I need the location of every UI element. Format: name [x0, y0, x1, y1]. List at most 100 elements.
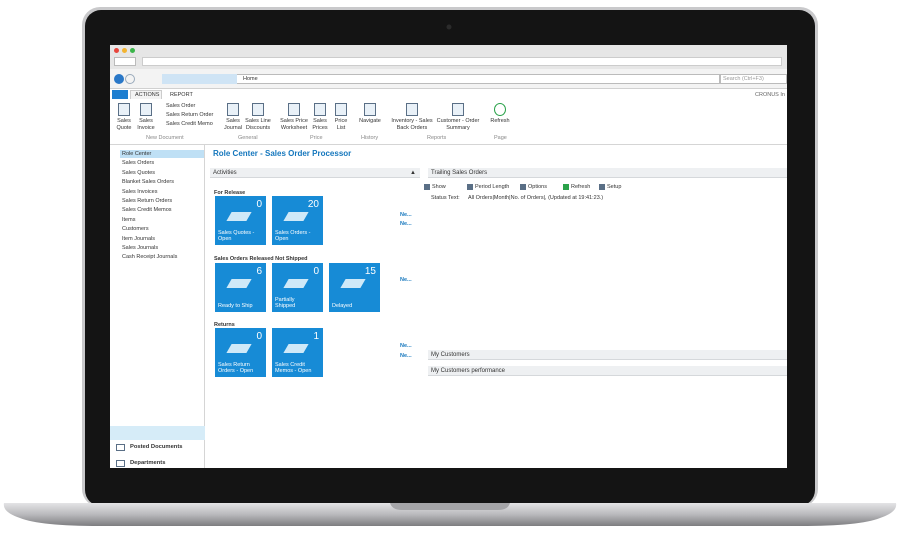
tile-count: 15	[364, 266, 376, 277]
link[interactable]: Ne...	[400, 221, 412, 227]
button-icon	[494, 103, 506, 116]
address-text: Home	[243, 76, 258, 82]
tile-count: 1	[313, 331, 319, 342]
nav-section[interactable]: Departments	[130, 460, 166, 466]
search-field[interactable]	[720, 74, 787, 84]
group-label: Sales Orders Released Not Shipped	[214, 256, 308, 262]
close-dot[interactable]	[114, 48, 119, 53]
tile-label: Sales Return Orders - Open	[218, 362, 254, 374]
collapse-arrow[interactable]: ▲	[410, 170, 416, 176]
tile-label: Sales Credit Memos - Open	[275, 362, 312, 374]
toolbar-button[interactable]: Show	[432, 184, 446, 190]
charts	[110, 45, 787, 468]
nav-section[interactable]: Posted Documents	[130, 444, 183, 450]
activity-tile[interactable]: 0 Sales Return Orders - Open	[215, 328, 266, 377]
toolbar-button[interactable]: Setup	[607, 184, 622, 190]
page-title: Role Center - Sales Order Processor	[213, 149, 352, 158]
link[interactable]: Ne...	[400, 277, 412, 283]
activity-tile[interactable]: 1 Sales Credit Memos - Open	[272, 328, 323, 377]
ribbon-button[interactable]: Inventory - Sales Back Orders	[391, 118, 433, 131]
nav-home-bg	[110, 426, 205, 440]
tile-count: 20	[307, 199, 319, 210]
nav-section-icon	[116, 444, 125, 451]
link[interactable]: Ne...	[400, 343, 412, 349]
nav-item[interactable]: Sales Orders	[122, 160, 155, 167]
nav-item[interactable]: Item Journals	[122, 235, 156, 242]
nav-item[interactable]: Sales Quotes	[122, 169, 156, 176]
button-icon	[140, 103, 152, 116]
ribbon-button[interactable]: Sales Invoice	[137, 118, 155, 131]
tile-label: Sales Quotes - Open	[218, 230, 255, 242]
button-icon	[314, 103, 326, 116]
tile-label: Delayed	[332, 303, 353, 309]
ribbon-group-label: New Document	[146, 135, 184, 141]
ribbon-button[interactable]: Sales Return Order	[166, 112, 214, 118]
tile-label: Ready to Ship	[218, 303, 253, 309]
nav-item[interactable]: Role Center	[122, 151, 152, 157]
ribbon-button[interactable]: Sales Journal	[223, 118, 243, 131]
ribbon-group-label: Page	[494, 135, 507, 141]
activity-tile[interactable]: 15 Delayed	[329, 263, 380, 312]
toolbar-icon	[467, 184, 473, 190]
ribbon-tab[interactable]: REPORT	[170, 92, 193, 98]
nav-item[interactable]: Sales Invoices	[122, 188, 158, 195]
part-header: Trailing Sales Orders	[428, 168, 787, 178]
nav-item[interactable]: Sales Journals	[122, 245, 159, 251]
nav-selection	[120, 150, 204, 158]
screen: Home Search (Ctrl+F3) ACTIONS REPORT CRO…	[110, 45, 787, 468]
url-bar[interactable]	[142, 57, 782, 66]
tile-count: 0	[256, 199, 262, 210]
tile-count: 0	[313, 266, 319, 277]
ribbon-button[interactable]: Sales Credit Memo	[166, 121, 213, 127]
ribbon-button[interactable]: Sales Order	[166, 103, 196, 109]
search-placeholder: Search (Ctrl+F3)	[723, 76, 764, 82]
button-icon	[406, 103, 418, 116]
button-icon	[118, 103, 130, 116]
link[interactable]: Ne...	[400, 212, 412, 218]
activity-tile[interactable]: 20 Sales Orders - Open	[272, 196, 323, 245]
button-icon	[227, 103, 239, 116]
link[interactable]: Ne...	[400, 353, 412, 359]
button-icon	[288, 103, 300, 116]
nav-item[interactable]: Blanket Sales Orders	[122, 179, 174, 186]
toolbar-button[interactable]: Period Length	[475, 184, 510, 190]
ribbon-button[interactable]: Customer - Order Summary	[436, 118, 480, 131]
nav-item[interactable]: Sales Return Orders	[122, 198, 173, 204]
activity-tile[interactable]: 6 Ready to Ship	[215, 263, 266, 312]
ribbon-button[interactable]: Sales Price Worksheet	[280, 118, 308, 131]
nav-item[interactable]: Cash Receipt Journals	[122, 254, 178, 261]
tile-count: 6	[256, 266, 262, 277]
nav-item[interactable]: Items	[122, 216, 136, 223]
part-header: My Customers	[428, 350, 787, 360]
forward-button[interactable]	[125, 74, 135, 84]
button-icon	[364, 103, 376, 116]
toolbar-icon	[424, 184, 430, 190]
group-label: Returns	[214, 322, 235, 328]
ribbon-button[interactable]: Price List	[334, 118, 348, 131]
nav-item[interactable]: Sales Credit Memos	[122, 207, 172, 214]
ribbon-tab[interactable]: ACTIONS	[135, 92, 160, 98]
part-title: Trailing Sales Orders	[431, 170, 488, 176]
part-title: Activities	[213, 170, 237, 176]
ribbon-button[interactable]: Navigate	[359, 118, 381, 124]
zoom-dot[interactable]	[130, 48, 135, 53]
part-title: My Customers performance	[431, 368, 506, 374]
toolbar-button[interactable]: Refresh	[571, 184, 591, 190]
activity-tile[interactable]: 0 Partially Shipped	[272, 263, 323, 312]
minimize-dot[interactable]	[122, 48, 127, 53]
app-menu-button[interactable]	[112, 90, 128, 99]
activity-tile[interactable]: 0 Sales Quotes - Open	[215, 196, 266, 245]
ribbon-group-label: General	[238, 135, 258, 141]
nav-item[interactable]: Customers	[122, 226, 149, 233]
ribbon-button[interactable]: Refresh	[490, 118, 510, 124]
ribbon-button[interactable]: Sales Quote	[116, 118, 132, 131]
toolbar-button[interactable]: Options	[528, 184, 547, 190]
button-icon	[335, 103, 347, 116]
nav-arrows[interactable]	[114, 57, 136, 66]
part-header: Activities ▲	[210, 168, 420, 178]
ribbon-button[interactable]: Sales Prices	[312, 118, 328, 131]
button-icon	[452, 103, 464, 116]
ribbon-button[interactable]: Sales Line Discounts	[245, 118, 271, 131]
back-button[interactable]	[114, 74, 124, 84]
